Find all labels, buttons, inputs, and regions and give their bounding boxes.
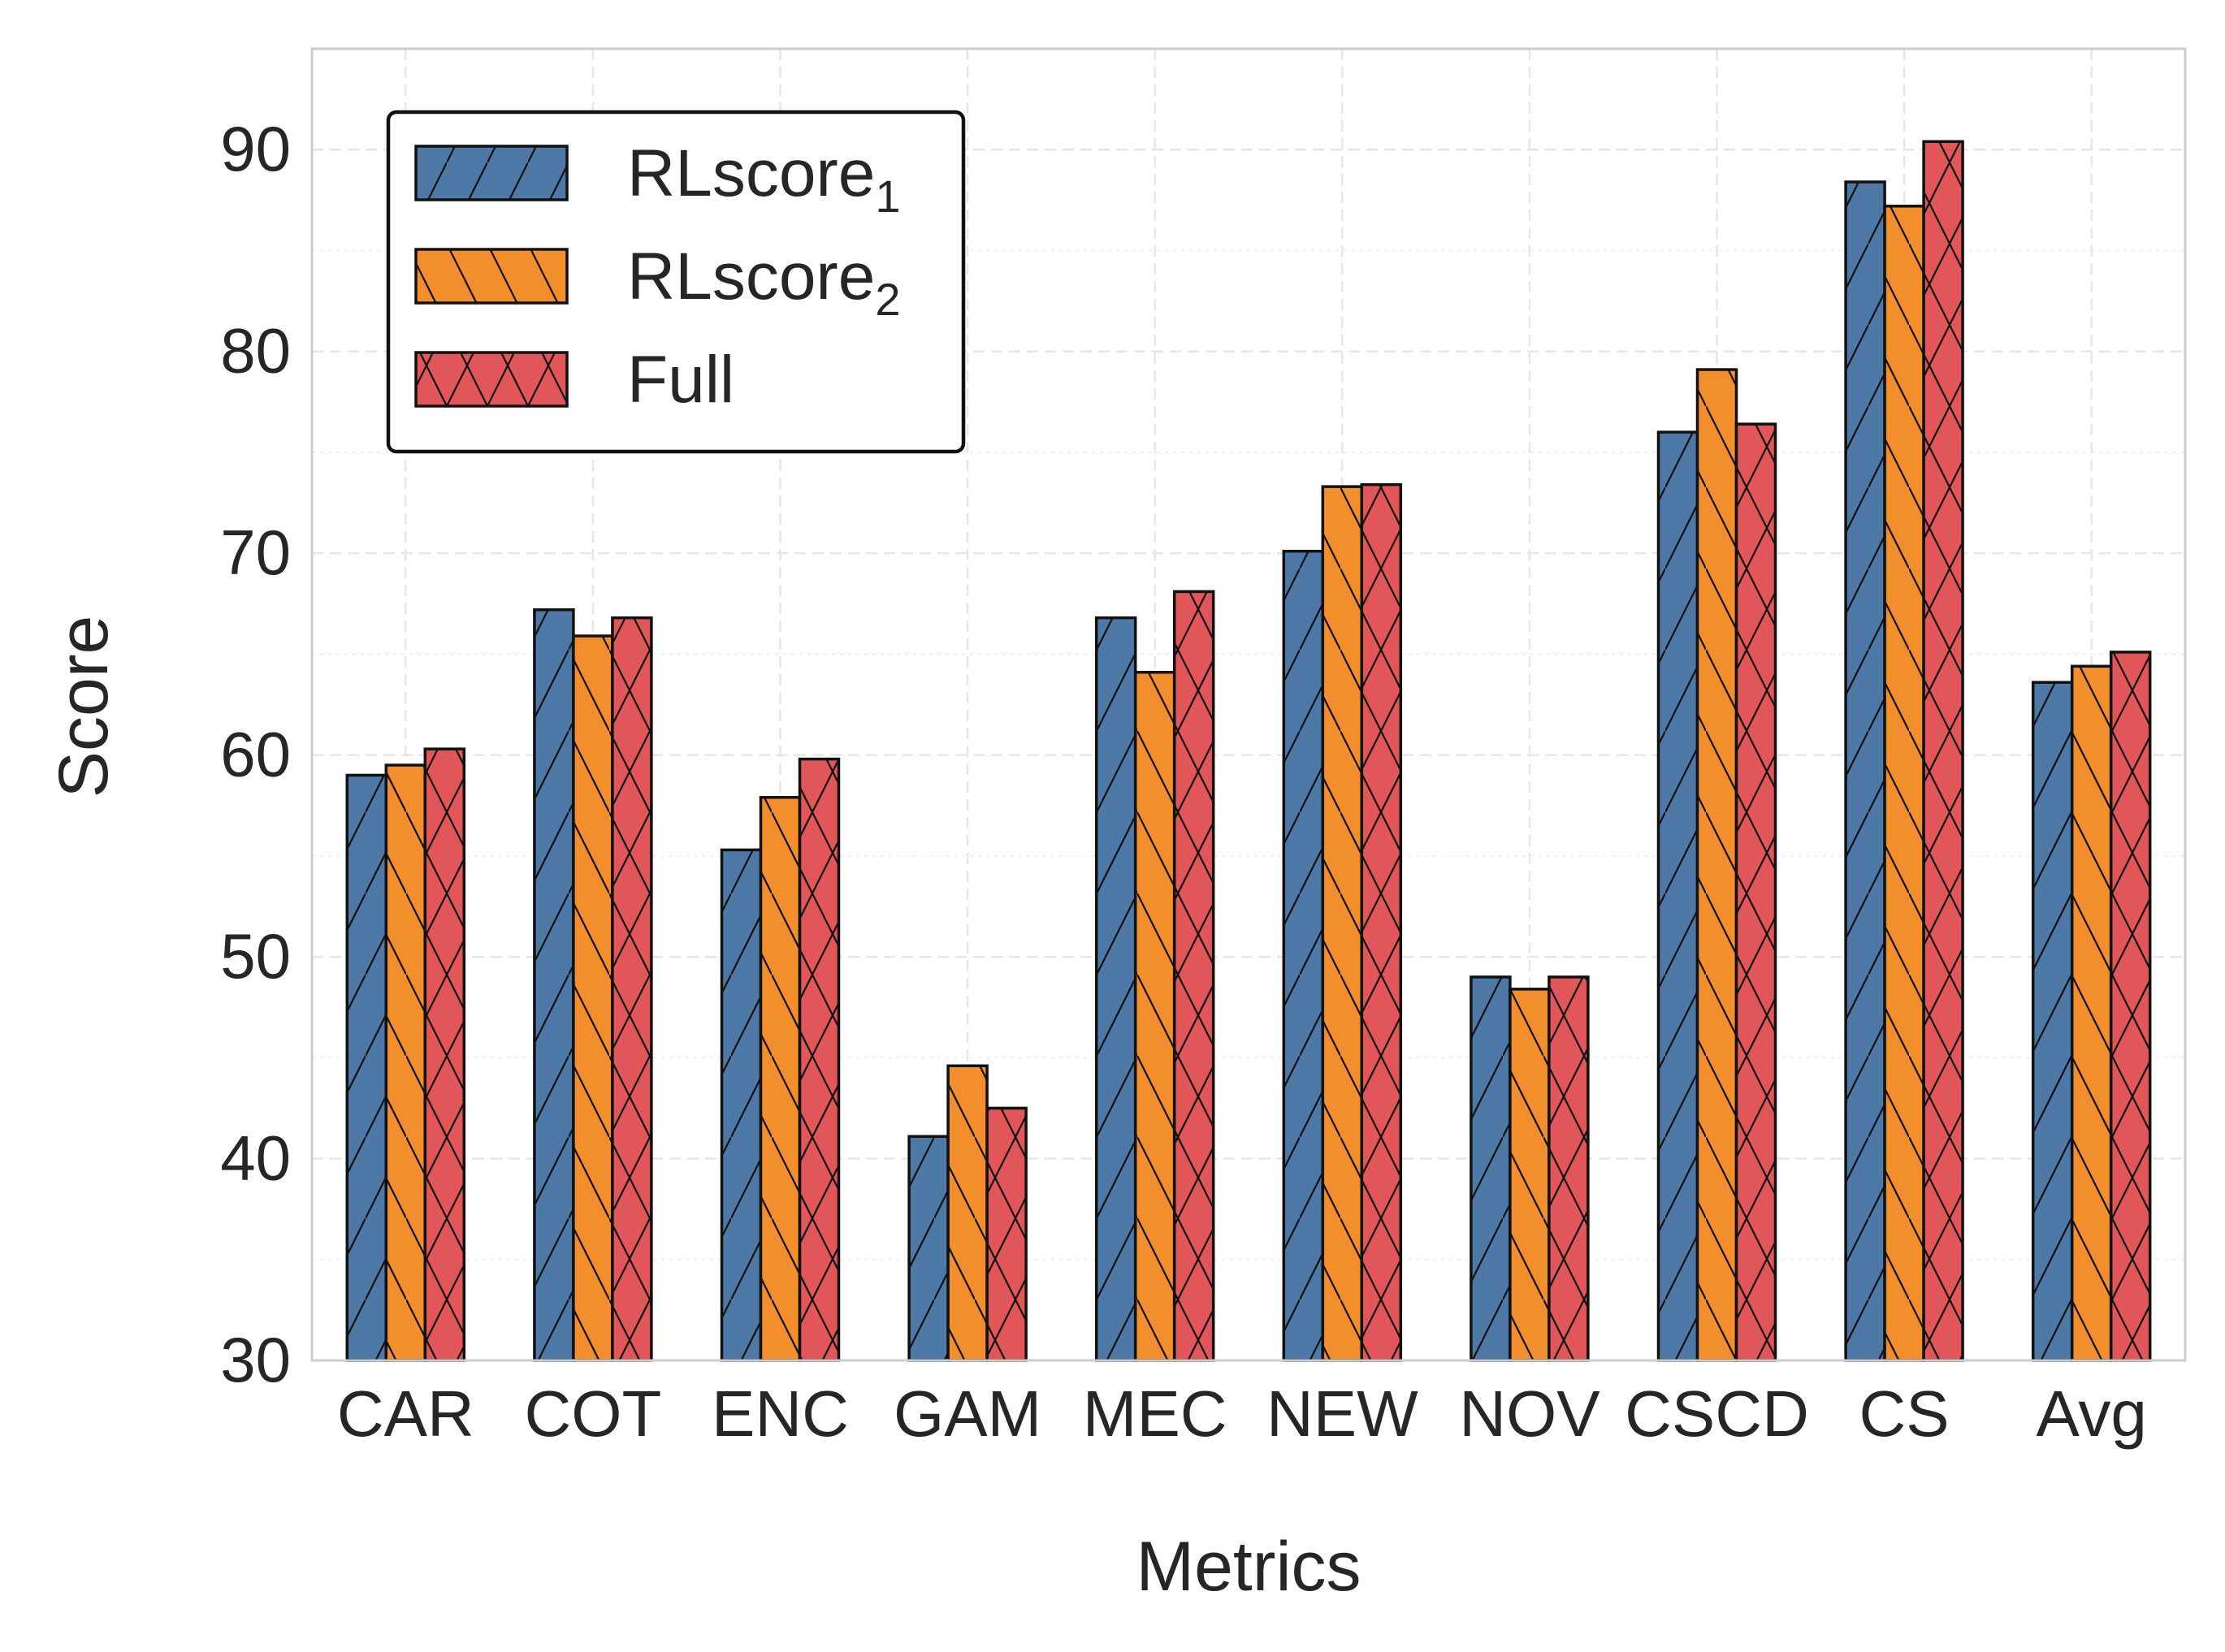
bar-outline [946, 1064, 989, 1362]
x-axis-label: Metrics [1136, 1528, 1361, 1606]
bar-outline [345, 773, 388, 1362]
bar-outline [1922, 140, 1964, 1362]
bar-outline [1844, 180, 1886, 1362]
bar [533, 608, 575, 1362]
bar [1094, 616, 1137, 1362]
bar [907, 1135, 950, 1362]
x-tick-label: CS [1859, 1377, 1950, 1450]
bar [1734, 422, 1777, 1362]
bar-outline [2031, 681, 2074, 1362]
bar-outline [1282, 549, 1325, 1362]
bar [1883, 205, 1925, 1362]
y-axis-label: Score [45, 616, 123, 798]
bar [345, 773, 388, 1362]
y-tick-label: 90 [220, 113, 291, 184]
bar [759, 796, 802, 1362]
legend-label-subscript: 1 [875, 171, 900, 222]
bar-outline [985, 1106, 1028, 1362]
y-axis-ticks: 30 40 50 60 70 80 90 [220, 113, 291, 1395]
bar-outline [1695, 368, 1738, 1362]
bar-outline [572, 634, 614, 1362]
bar [1282, 549, 1325, 1362]
bar-outline [2109, 651, 2152, 1362]
legend: RLscore1 RLscore2 Full [386, 110, 966, 454]
y-tick-label: 70 [220, 517, 291, 588]
legend-label: Full [627, 343, 734, 417]
legend-item: Full [414, 343, 734, 417]
legend-item: RLscore1 [414, 136, 901, 222]
bar [2031, 681, 2074, 1362]
bar [1844, 180, 1886, 1362]
bar-outline [720, 848, 763, 1362]
bar-outline [759, 796, 802, 1362]
bar [1695, 368, 1738, 1362]
bar-outline [1883, 205, 1925, 1362]
bar [1548, 975, 1590, 1362]
y-tick-label: 50 [220, 920, 291, 992]
bar [384, 763, 427, 1362]
x-tick-label: GAM [894, 1377, 1041, 1450]
x-tick-label: CAR [337, 1377, 474, 1450]
y-tick-label: 30 [220, 1324, 291, 1395]
x-axis-ticks: CAR COT ENC GAM MEC NEW NOV CSCD CS Avg [337, 1377, 2147, 1450]
bar-outline [1094, 616, 1137, 1362]
bar-outline [907, 1135, 950, 1362]
bar-outline [1548, 975, 1590, 1362]
bar [946, 1064, 989, 1362]
y-tick-label: 60 [220, 719, 291, 790]
bar [611, 616, 653, 1362]
legend-label: RLscore1 [627, 136, 901, 222]
legend-item: RLscore2 [414, 240, 901, 325]
bar [1172, 590, 1215, 1362]
bar-outline [1172, 590, 1215, 1362]
bar-outline [2070, 664, 2113, 1362]
bar-outline [1321, 485, 1364, 1362]
bar [798, 757, 841, 1362]
bar [1360, 482, 1403, 1362]
legend-swatch-outline [414, 145, 569, 201]
x-tick-label: NOV [1459, 1377, 1600, 1450]
bar [1509, 988, 1551, 1362]
y-tick-label: 80 [220, 315, 291, 387]
x-tick-label: CSCD [1625, 1377, 1809, 1450]
bar [985, 1106, 1028, 1362]
legend-label-subscript: 2 [875, 274, 900, 325]
legend-swatch-outline [414, 351, 569, 408]
bar [1321, 485, 1364, 1362]
bar [2070, 664, 2113, 1362]
x-tick-label: Avg [2036, 1377, 2146, 1450]
x-tick-label: ENC [712, 1377, 849, 1450]
bar-outline [423, 747, 466, 1362]
plot-frame [310, 47, 2187, 1362]
bar-outline [798, 757, 841, 1362]
bar-outline [1470, 975, 1512, 1362]
bar [1656, 430, 1699, 1362]
x-tick-label: MEC [1083, 1377, 1227, 1450]
x-tick-label: COT [524, 1377, 661, 1450]
bar [2109, 651, 2152, 1362]
bar-outline [1734, 422, 1777, 1362]
bar [1470, 975, 1512, 1362]
bar [1922, 140, 1964, 1362]
bar-outline [1133, 670, 1176, 1362]
bar-outline [384, 763, 427, 1362]
legend-swatch-outline [414, 248, 569, 305]
bar-outline [533, 608, 575, 1362]
bars [345, 140, 2152, 1362]
bar-outline [1509, 988, 1551, 1362]
bar-outline [1360, 482, 1403, 1362]
bar [720, 848, 763, 1362]
bar-outline [1656, 430, 1699, 1362]
y-tick-label: 40 [220, 1122, 291, 1194]
x-tick-label: NEW [1266, 1377, 1418, 1450]
bar [423, 747, 466, 1362]
bar-outline [611, 616, 653, 1362]
bar [1133, 670, 1176, 1362]
bar [572, 634, 614, 1362]
legend-label: RLscore2 [627, 240, 901, 325]
